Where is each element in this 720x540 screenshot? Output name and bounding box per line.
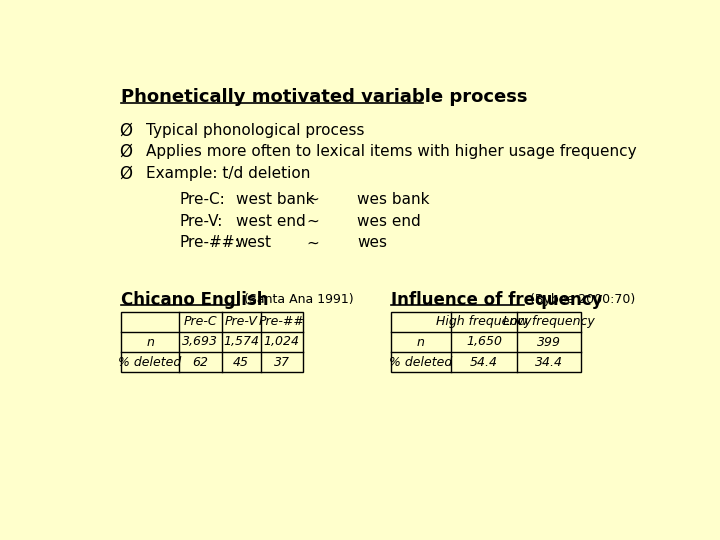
Text: Pre-##: Pre-## bbox=[259, 315, 305, 328]
Text: 3,693: 3,693 bbox=[182, 335, 218, 348]
Text: Pre-V:: Pre-V: bbox=[179, 214, 222, 228]
Text: 37: 37 bbox=[274, 355, 290, 368]
Bar bbox=[121, 312, 303, 372]
Text: west end: west end bbox=[235, 214, 305, 228]
Text: (Bybee 2000:70): (Bybee 2000:70) bbox=[526, 293, 635, 306]
Text: % deleted: % deleted bbox=[118, 355, 181, 368]
Text: Ø: Ø bbox=[120, 122, 132, 139]
Text: wes end: wes end bbox=[357, 214, 421, 228]
Text: ~: ~ bbox=[307, 214, 320, 228]
Text: Phonetically motivated variable process: Phonetically motivated variable process bbox=[121, 88, 528, 106]
Text: 1,574: 1,574 bbox=[223, 335, 259, 348]
Text: Low frequency: Low frequency bbox=[503, 315, 595, 328]
Text: 45: 45 bbox=[233, 355, 249, 368]
Text: wes: wes bbox=[357, 235, 387, 250]
Text: 54.4: 54.4 bbox=[470, 355, 498, 368]
Text: 34.4: 34.4 bbox=[535, 355, 563, 368]
Text: Ø: Ø bbox=[120, 143, 132, 161]
Text: Influence of frequency: Influence of frequency bbox=[391, 291, 602, 309]
Bar bbox=[391, 312, 580, 372]
Text: west: west bbox=[235, 235, 271, 250]
Text: Pre-V: Pre-V bbox=[225, 315, 258, 328]
Text: % deleted: % deleted bbox=[390, 355, 453, 368]
Text: (Santa Ana 1991): (Santa Ana 1991) bbox=[240, 293, 354, 306]
Text: High frequency: High frequency bbox=[436, 315, 532, 328]
Text: Applies more often to lexical items with higher usage frequency: Applies more often to lexical items with… bbox=[145, 144, 636, 159]
Text: Typical phonological process: Typical phonological process bbox=[145, 123, 364, 138]
Text: Pre-C: Pre-C bbox=[184, 315, 217, 328]
Text: 399: 399 bbox=[537, 335, 561, 348]
Text: wes bank: wes bank bbox=[357, 192, 430, 207]
Text: Pre-C:: Pre-C: bbox=[179, 192, 225, 207]
Text: n: n bbox=[146, 335, 154, 348]
Text: Chicano English: Chicano English bbox=[121, 291, 269, 309]
Text: n: n bbox=[417, 335, 425, 348]
Text: Pre-##:: Pre-##: bbox=[179, 235, 240, 250]
Text: Ø: Ø bbox=[120, 164, 132, 183]
Text: 62: 62 bbox=[192, 355, 208, 368]
Text: west bank: west bank bbox=[235, 192, 314, 207]
Text: 1,650: 1,650 bbox=[466, 335, 502, 348]
Text: ~: ~ bbox=[307, 235, 320, 250]
Text: Example: t/d deletion: Example: t/d deletion bbox=[145, 166, 310, 181]
Text: 1,024: 1,024 bbox=[264, 335, 300, 348]
Text: ~: ~ bbox=[307, 192, 320, 207]
